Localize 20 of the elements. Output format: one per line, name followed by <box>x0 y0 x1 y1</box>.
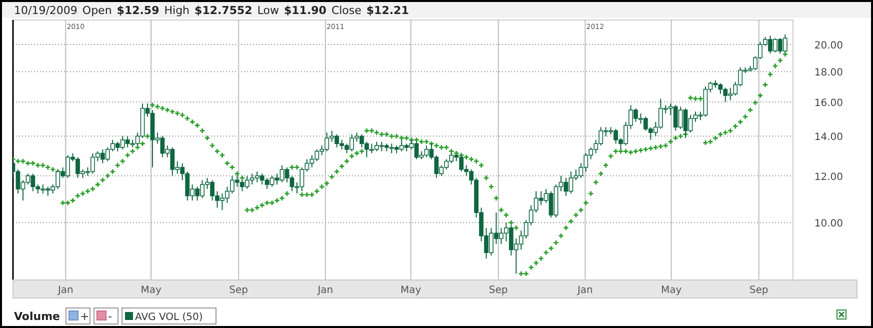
y-tick-label: 12.00 <box>814 172 843 183</box>
y-tick-label: 10.00 <box>814 218 843 230</box>
y-tick-label: 16.00 <box>814 98 843 109</box>
chart-title: 10/19/2009 Open $12.59 High $12.7552 Low $11.90 Close $12.21 <box>14 4 409 17</box>
y-tick-label: 14.00 <box>814 132 843 144</box>
y-tick-label: 18.00 <box>814 68 843 79</box>
x-tick-label: Jan <box>576 285 593 296</box>
text: Volume <box>14 310 60 323</box>
x-tick-label: May <box>140 285 162 296</box>
text: AVG VOL (50) <box>135 312 203 323</box>
text: + <box>80 310 90 323</box>
y-tick-label: 20.00 <box>814 40 843 52</box>
x-tick-label: Jan <box>316 285 334 296</box>
x-tick-label: Sep <box>749 285 768 296</box>
x-tick-label: May <box>400 285 422 296</box>
x-tick-label: Sep <box>488 285 508 296</box>
text: - <box>108 310 112 323</box>
x-tick-label: Jan <box>56 285 74 296</box>
x-tick-label: May <box>660 285 682 296</box>
x-tick-label: Sep <box>229 285 248 296</box>
